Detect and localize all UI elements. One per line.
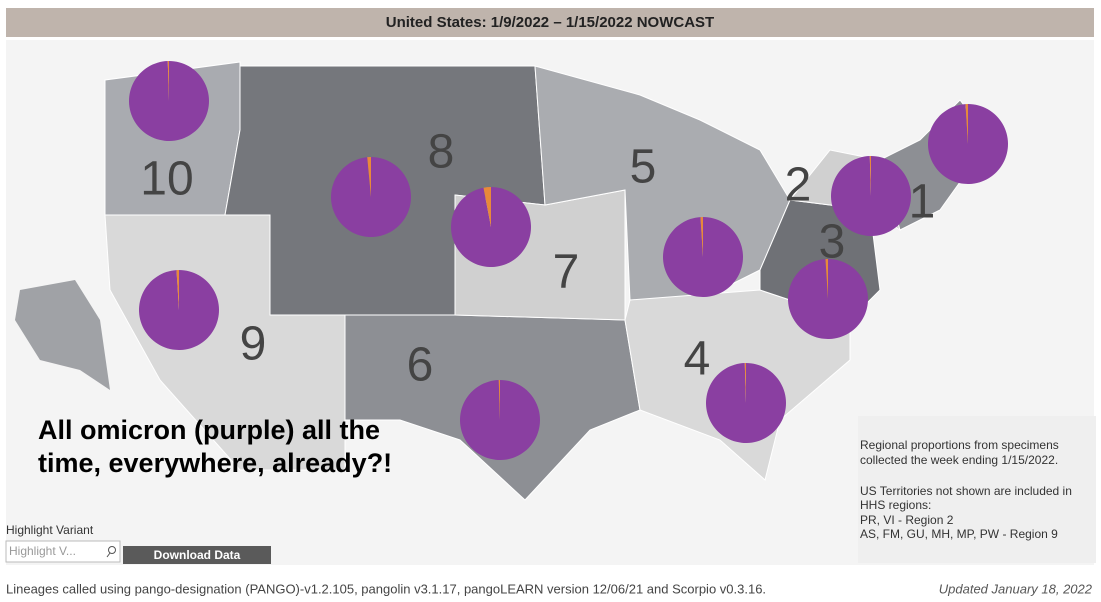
region-label: 2: [785, 159, 812, 212]
pie-slice: [965, 104, 968, 144]
info-text: Regional proportions from specimens: [860, 438, 1059, 452]
pie-slice: [483, 187, 491, 227]
pie: [927, 104, 1009, 185]
pie: [138, 270, 219, 350]
title: United States: 1/9/2022 – 1/15/2022 NOWC…: [386, 14, 714, 31]
search-icon: [108, 546, 116, 554]
region-label: 8: [428, 126, 455, 179]
pie-slice: [331, 157, 412, 237]
region-label: 6: [407, 339, 434, 392]
search-input[interactable]: [5, 540, 121, 563]
region-label: 5: [630, 141, 657, 194]
annotation: time, everywhere, already?!: [38, 448, 392, 478]
pie-slice: [176, 270, 179, 310]
pie-slice: [825, 259, 828, 299]
info-text: collected the week ending 1/15/2022.: [860, 453, 1058, 467]
region-label: 4: [684, 333, 711, 386]
region-label: 1: [909, 176, 936, 229]
search-placeholder: Highlight V...: [9, 544, 76, 558]
pie-slice: [498, 380, 500, 420]
pie-slice: [460, 380, 541, 460]
pie-slice: [367, 157, 371, 197]
download-label: Download Data: [154, 548, 241, 562]
updated: Updated January 18, 2022: [939, 581, 1093, 596]
pie: [706, 363, 787, 443]
pies: [129, 61, 1009, 460]
pie: [787, 259, 868, 339]
alaska: [15, 280, 110, 390]
info-text: US Territories not shown are included in: [860, 484, 1072, 498]
info-box: [858, 416, 1096, 563]
pie: [450, 187, 531, 268]
region-label: 10: [140, 153, 193, 206]
pie: [460, 380, 541, 460]
pie-slice: [744, 363, 746, 403]
pie: [129, 61, 210, 141]
pie-slice: [700, 217, 703, 257]
highlight-label: Highlight Variant: [6, 523, 94, 537]
download-button[interactable]: [123, 546, 271, 564]
region-label: 9: [240, 318, 267, 371]
info-text: PR, VI - Region 2: [860, 513, 954, 527]
title-bar: [6, 8, 1094, 37]
footer-note: Lineages called using pango-designation …: [6, 581, 766, 596]
info-text: HHS regions:: [860, 498, 931, 512]
info-text: AS, FM, GU, MH, MP, PW - Region 9: [860, 527, 1058, 541]
region-label: 7: [553, 246, 580, 299]
pie: [662, 217, 743, 297]
pie: [331, 157, 412, 237]
search-icon: [106, 552, 111, 558]
pie-slice: [662, 217, 743, 297]
pie: [831, 156, 912, 236]
pie-slice: [129, 61, 210, 141]
pie-slice: [450, 187, 531, 268]
annotation: All omicron (purple) all the: [38, 415, 380, 445]
pie-slice: [706, 363, 787, 443]
pie-slice: [869, 156, 871, 196]
pie-slice: [167, 61, 169, 101]
pie-slice: [138, 270, 219, 350]
pie-slice: [831, 156, 912, 236]
